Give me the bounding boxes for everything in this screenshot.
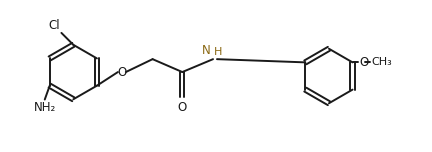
- Text: N: N: [202, 44, 210, 57]
- Text: NH₂: NH₂: [34, 100, 56, 114]
- Text: O: O: [359, 56, 368, 69]
- Text: Cl: Cl: [49, 19, 60, 32]
- Text: CH₃: CH₃: [371, 57, 392, 67]
- Text: O: O: [117, 66, 127, 79]
- Text: O: O: [178, 101, 187, 114]
- Text: H: H: [214, 47, 222, 57]
